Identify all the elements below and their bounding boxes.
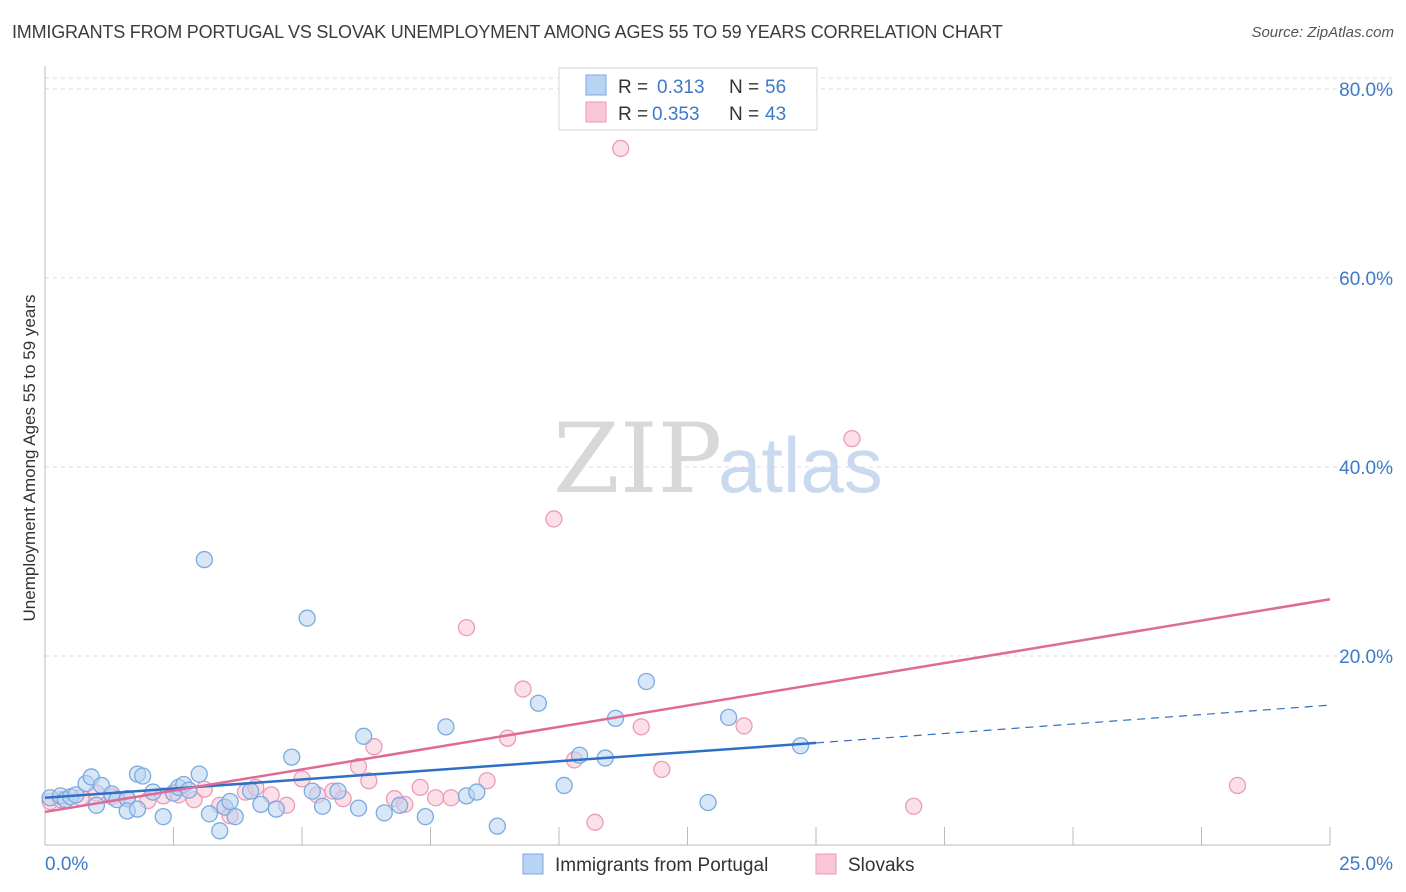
portugal-point: [221, 792, 239, 811]
portugal-point: [134, 767, 152, 785]
legend-n-value-slovaks: 43: [765, 104, 786, 125]
slovaks-point: [1228, 776, 1247, 795]
portugal-point: [355, 727, 373, 745]
legend-n-label: N =: [729, 104, 759, 125]
portugal-point: [313, 797, 332, 815]
bottom-legend-label-portugal: Immigrants from Portugal: [555, 855, 768, 876]
slovaks-point: [545, 510, 563, 528]
slovaks-point: [586, 813, 604, 831]
axes: [44, 66, 1331, 846]
slovaks-point: [411, 778, 429, 796]
portugal-point: [391, 796, 409, 814]
trend-lines: [44, 598, 1331, 814]
portugal-point: [154, 807, 172, 826]
portugal-point: [211, 822, 229, 840]
bottom-legend-swatch-slovaks: [815, 853, 837, 875]
legend-r-value-slovaks: 0.353: [652, 104, 700, 125]
watermark-zip: ZIP: [553, 403, 722, 515]
portugal-point: [298, 609, 316, 627]
legend-n-label: N =: [729, 77, 759, 98]
slovaks-point: [612, 139, 630, 158]
portugal-point: [283, 748, 301, 766]
portugal-point: [375, 804, 393, 822]
bottom-legend-label-slovaks: Slovaks: [848, 855, 915, 876]
portugal-point: [699, 793, 717, 812]
portugal-point: [529, 694, 548, 712]
slovaks-point: [457, 618, 476, 637]
portugal-points: [41, 550, 810, 840]
portugal-point: [252, 795, 270, 814]
slovaks-point: [514, 680, 532, 698]
y-tick-label: 80.0%: [1339, 80, 1393, 101]
slovaks-point: [442, 789, 460, 807]
slovaks-point: [905, 797, 923, 815]
watermark: ZIP atlas: [553, 403, 883, 515]
x-tick-label-max: 25.0%: [1339, 854, 1393, 875]
legend-r-value-portugal: 0.313: [657, 77, 705, 98]
chart-title: IMMIGRANTS FROM PORTUGAL VS SLOVAK UNEMP…: [12, 22, 1003, 42]
legend-r-label: R =: [618, 104, 648, 125]
portugal-point: [637, 672, 656, 691]
y-tick-label: 20.0%: [1339, 647, 1393, 668]
slovaks-point: [632, 718, 650, 736]
portugal-point: [416, 807, 435, 826]
portugal-trend-line: [44, 741, 817, 799]
slovaks-trend-line: [44, 598, 1331, 814]
legend-n-value-portugal: 56: [765, 77, 786, 98]
source-credit: Source: ZipAtlas.com: [1251, 24, 1394, 41]
slovaks-point: [478, 772, 496, 790]
slovaks-point: [843, 429, 861, 448]
y-tick-label: 40.0%: [1339, 458, 1393, 479]
portugal-point: [719, 708, 738, 727]
portugal-point: [555, 776, 573, 795]
y-axis-label: Unemployment Among Ages 55 to 59 years: [20, 295, 39, 622]
portugal-point: [128, 800, 147, 818]
x-tick-labels: 0.0% 25.0%: [45, 854, 1393, 875]
portugal-point: [226, 807, 244, 826]
slovaks-point: [360, 772, 378, 790]
x-tick-label-min: 0.0%: [45, 854, 88, 875]
portugal-point: [791, 737, 810, 755]
portugal-point: [329, 782, 347, 800]
portugal-point: [241, 782, 260, 800]
bottom-legend-swatch-portugal: [522, 853, 544, 875]
legend-r-label: R =: [618, 77, 648, 98]
slovaks-point: [426, 789, 445, 807]
slovaks-point: [735, 717, 753, 735]
slovaks-point: [653, 760, 671, 779]
portugal-point: [190, 765, 208, 783]
bottom-legend: Immigrants from Portugal Slovaks: [522, 853, 915, 876]
y-tick-label: 60.0%: [1339, 269, 1393, 290]
portugal-point: [195, 550, 213, 569]
portugal-point: [468, 783, 486, 801]
portugal-point: [349, 799, 368, 817]
portugal-point: [488, 817, 506, 835]
grid-lines: [45, 77, 1392, 657]
portugal-point: [200, 805, 219, 823]
portugal-trend-line-extension: [815, 704, 1331, 744]
legend-swatch-portugal: [585, 74, 607, 96]
portugal-point: [267, 800, 285, 818]
legend-swatch-slovaks: [585, 101, 607, 123]
slovaks-point: [498, 729, 517, 747]
slovaks-point: [365, 738, 383, 756]
portugal-point: [437, 718, 455, 736]
portugal-point: [303, 782, 321, 800]
legend-box: R = 0.313 N = 56 R = 0.353 N = 43: [558, 67, 818, 131]
y-tick-labels: 20.0% 40.0% 60.0% 80.0%: [1339, 80, 1393, 668]
